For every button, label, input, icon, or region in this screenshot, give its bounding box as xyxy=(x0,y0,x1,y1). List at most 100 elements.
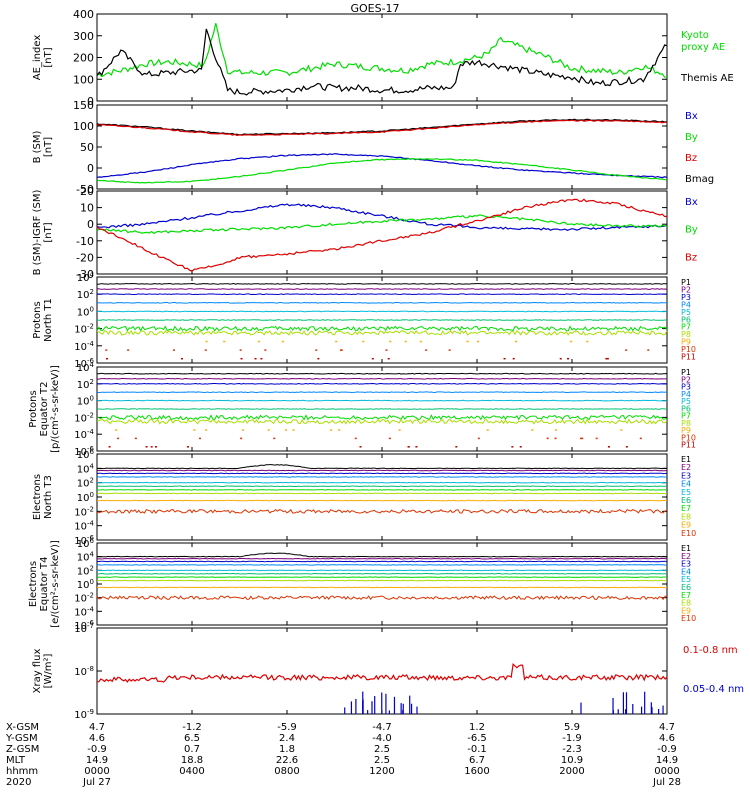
y-tick-label: 10-9 xyxy=(74,708,94,721)
legend-entry: By xyxy=(685,132,698,143)
series-line xyxy=(96,377,667,380)
ephemeris-row-label: Y-GSM xyxy=(5,733,38,744)
series-line xyxy=(96,464,668,470)
legend-entry: E3 xyxy=(681,560,691,569)
ephemeris-value: 1600 xyxy=(464,766,489,777)
ephemeris-value: -1.2 xyxy=(182,722,202,733)
series-line xyxy=(96,310,668,313)
legend-entry: E4 xyxy=(681,480,691,489)
y-tick-label: -30 xyxy=(76,268,94,281)
y-tick-label: 10-2 xyxy=(74,505,94,518)
ephemeris-value: 14.9 xyxy=(656,755,678,766)
y-axis-label: Xray flux xyxy=(32,649,43,694)
series-line xyxy=(96,118,668,136)
legend-entry: Bmag xyxy=(685,174,714,185)
series-line xyxy=(96,372,668,375)
legend-entry: E9 xyxy=(681,521,691,530)
ephemeris-value: 4.6 xyxy=(659,733,675,744)
legend-entry: E8 xyxy=(681,599,691,608)
series-line xyxy=(96,469,668,472)
legend-entry: E6 xyxy=(681,496,691,505)
y-tick-label: 102 xyxy=(77,477,94,490)
y-axis-label: Equator T4 xyxy=(39,557,50,612)
legend-entry: E3 xyxy=(681,471,691,480)
legend-entry: By xyxy=(685,225,698,236)
y-tick-label: 0 xyxy=(87,162,94,175)
y-axis-label: North T1 xyxy=(43,298,54,342)
ephemeris-row-label: MLT xyxy=(6,755,26,766)
ephemeris-value: -4.0 xyxy=(372,733,392,744)
y-tick-label: 200 xyxy=(73,52,94,65)
y-tick-label: 104 xyxy=(77,551,95,564)
legend-entry: P8 xyxy=(681,330,691,339)
legend-entry: P3 xyxy=(681,383,691,392)
series-line xyxy=(96,485,668,488)
legend-entry: E1 xyxy=(681,544,691,553)
legend-entry: P2 xyxy=(681,285,691,294)
y-axis-label: Protons xyxy=(28,390,39,427)
legend-entry: E5 xyxy=(681,575,691,584)
series-line xyxy=(96,481,668,484)
series-line xyxy=(96,552,668,558)
legend-entry: P9 xyxy=(681,338,691,347)
ephemeris-value: 4.7 xyxy=(659,722,675,733)
y-axis-label: AE_index xyxy=(32,35,43,81)
series-line xyxy=(96,329,668,336)
legend-entry: P2 xyxy=(681,375,691,384)
series-line xyxy=(96,595,667,601)
y-tick-label: 100 xyxy=(77,491,94,504)
legend-entry: P1 xyxy=(681,278,691,287)
ephemeris-value: -2.3 xyxy=(562,744,582,755)
legend-entry: E4 xyxy=(681,567,691,576)
y-axis-label: [W/m²] xyxy=(43,653,54,688)
y-axis-label: [nT] xyxy=(43,47,54,67)
y-tick-label: 10-6 xyxy=(74,619,94,632)
legend-entry: P6 xyxy=(681,404,691,413)
ephemeris-value: 6.5 xyxy=(184,733,200,744)
series-line xyxy=(96,28,668,96)
ephemeris-value: 4.6 xyxy=(89,733,105,744)
legend-entry: 0.05-0.4 nm xyxy=(683,684,744,695)
legend-entry: E7 xyxy=(681,591,691,600)
legend-entry: Bx xyxy=(685,111,698,122)
y-tick-label: 150 xyxy=(73,99,94,112)
panel-frame xyxy=(96,190,668,275)
series-line xyxy=(96,572,668,575)
series-line xyxy=(96,418,668,425)
ephemeris-value: 2.4 xyxy=(279,733,295,744)
legend-entry: E6 xyxy=(681,583,691,592)
legend-entry: Themis AE xyxy=(680,73,734,84)
series-line xyxy=(96,319,668,321)
series-line xyxy=(96,203,668,231)
legend-entry: E10 xyxy=(681,529,696,538)
series-line xyxy=(96,382,668,385)
ephemeris-value: 2000 xyxy=(559,766,584,777)
y-tick-label: 10-2 xyxy=(74,592,94,605)
ephemeris-value: 2.5 xyxy=(374,744,390,755)
series-line xyxy=(96,576,668,578)
ephemeris-value: Jul 27 xyxy=(82,777,111,788)
y-tick-label: 102 xyxy=(77,288,94,301)
y-tick-label: 106 xyxy=(77,537,95,550)
series-line xyxy=(97,560,668,563)
legend-entry: P7 xyxy=(681,323,691,332)
series-line xyxy=(96,499,668,502)
series-line xyxy=(97,391,668,394)
series-line xyxy=(96,488,668,491)
ephemeris-value: 0.7 xyxy=(184,744,200,755)
series-line xyxy=(96,586,668,589)
legend-entry: P1 xyxy=(681,368,691,377)
y-tick-label: 10-4 xyxy=(74,340,94,353)
ephemeris-row-label: X-GSM xyxy=(6,722,39,733)
y-tick-label: 10-4 xyxy=(74,605,94,618)
ephemeris-value: 22.6 xyxy=(276,755,298,766)
y-tick-label: 100 xyxy=(73,120,94,133)
y-tick-label: 102 xyxy=(77,378,94,391)
ephemeris-value: -6.5 xyxy=(467,733,487,744)
series-line xyxy=(96,293,668,296)
legend-entry: E2 xyxy=(681,552,691,561)
series-line xyxy=(96,325,668,332)
y-tick-label: 10-2 xyxy=(74,411,94,424)
y-tick-label: -10 xyxy=(76,235,94,248)
series-line xyxy=(96,23,668,78)
